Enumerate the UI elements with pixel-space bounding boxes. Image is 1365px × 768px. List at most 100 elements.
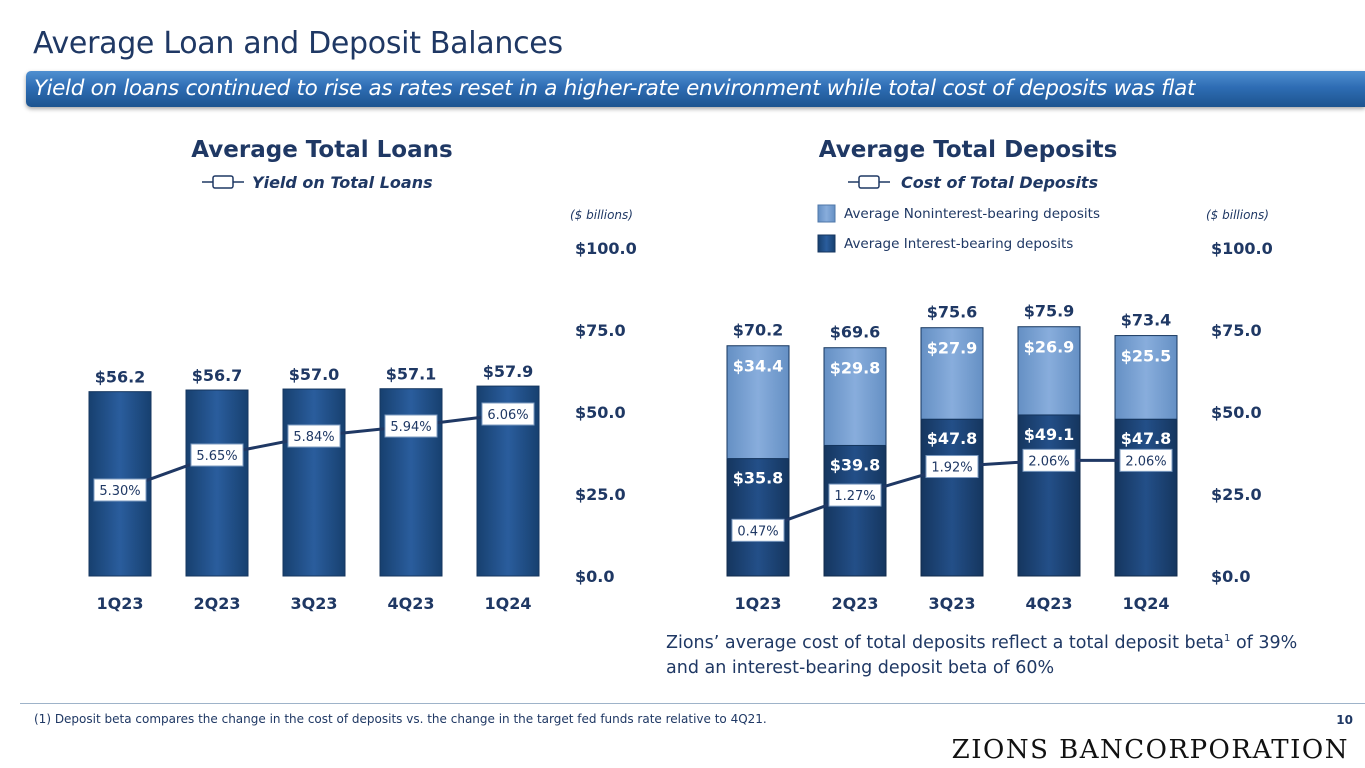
deposits-bars: $35.8 $34.4 $70.2 $39.8 $29.8 $69.6 $47.8 $27.9… [726,302,1178,577]
interest-legend-label: Average Interest-bearing deposits [844,236,1073,252]
loans-yield-label-text: 5.65% [196,449,237,464]
footer-divider [20,703,1365,704]
deposits-total-label: $75.9 [1024,302,1075,321]
loans-x-tick-label: 1Q24 [485,594,532,613]
page-number: 10 [1336,713,1353,727]
loans-yield-label: 5.30% [93,478,147,502]
loans-legend-label: Yield on Total Loans [252,173,433,192]
loans-yield-label: 5.65% [190,443,244,467]
loans-x-axis: 1Q23 2Q23 3Q23 4Q23 1Q24 [97,594,532,613]
deposits-x-tick-label: 1Q24 [1123,594,1170,613]
loans-legend-marker-icon [212,175,234,189]
deposits-cost-label-box [731,518,785,542]
loans-y-tick-label: $25.0 [575,485,626,504]
deposits-x-tick-label: 1Q23 [735,594,782,613]
deposits-interest-bar [726,458,790,577]
deposits-interest-bar [920,418,984,577]
deposits-x-tick-label: 2Q23 [832,594,879,613]
loans-yield-label-text: 6.06% [487,408,528,423]
deposits-series-legend: Average Noninterest-bearing deposits Ave… [817,204,1100,253]
deposits-y-tick-label: $75.0 [1211,321,1262,340]
loans-yield-label: 5.84% [287,424,341,448]
deposits-cost-label-box [1119,448,1173,472]
deposits-noninterest-bar [823,347,887,446]
loans-yield-label: 5.94% [384,414,438,438]
deposits-interest-value-label: $39.8 [830,455,881,474]
deposits-legend-marker-icon [858,175,880,189]
deposits-x-tick-label: 4Q23 [1026,594,1073,613]
deposits-cost-label-text: 2.06% [1125,454,1166,469]
deposits-cost-label: 1.27% [828,483,882,507]
deposits-y-tick-label: $50.0 [1211,403,1262,422]
deposits-cost-label: 2.06% [1022,448,1076,472]
deposits-chart-title: Average Total Deposits [819,137,1118,163]
loans-yield-label-box [384,414,438,438]
loans-y-tick-label: $75.0 [575,321,626,340]
deposits-noninterest-value-label: $34.4 [733,357,784,376]
subtitle-banner: Yield on loans continued to rise as rate… [26,71,1365,107]
deposits-interest-value-label: $49.1 [1024,425,1075,444]
loans-y-axis: $100.0 $75.0 $50.0 $25.0 $0.0 [575,239,637,586]
loans-bar-value-label: $57.1 [386,365,437,384]
deposits-interest-value-label: $47.8 [927,429,978,448]
note-text-part1: Zions’ average cost of total deposits re… [666,632,1225,653]
interest-legend-swatch-icon [817,234,836,253]
deposits-noninterest-bar [726,345,790,460]
deposits-interest-bar [823,444,887,577]
deposits-noninterest-value-label: $27.9 [927,339,978,358]
loans-yield-label-text: 5.94% [390,420,431,435]
deposits-cost-label-box [925,455,979,479]
note-superscript: 1 [1224,633,1231,644]
loans-chart-title: Average Total Loans [191,137,452,163]
loans-bar-value-label: $56.7 [192,366,243,385]
deposits-noninterest-bar [1114,335,1178,420]
deposits-y-tick-label: $25.0 [1211,485,1262,504]
loans-yield-label-box [287,424,341,448]
loans-yield-label-box [481,402,535,426]
note-text-part2: of 39% and an interest-bearing deposit b… [666,632,1298,678]
loans-yield-label-box [93,478,147,502]
loans-bar-value-label: $56.2 [95,368,146,387]
deposits-y-axis: $100.0 $75.0 $50.0 $25.0 $0.0 [1211,239,1273,586]
deposits-cost-label-text: 1.92% [931,461,972,476]
deposits-total-label: $73.4 [1121,311,1172,330]
deposits-x-tick-label: 3Q23 [929,594,976,613]
deposits-line-legend: Cost of Total Deposits [848,173,1098,192]
page-title: Average Loan and Deposit Balances [33,26,563,61]
deposits-cost-label: 1.92% [925,455,979,479]
deposits-interest-bar [1114,418,1178,577]
loans-yield-label: 6.06% [481,402,535,426]
deposits-interest-value-label: $47.8 [1121,429,1172,448]
loans-bar-value-label: $57.0 [289,365,340,384]
noninterest-legend-swatch-icon [817,204,836,223]
deposits-total-label: $75.6 [927,303,978,322]
deposits-cost-label-text: 2.06% [1028,454,1069,469]
loans-line-legend: Yield on Total Loans [202,173,433,192]
loans-bars: $56.2 $56.7 $57.0 $57.1 $57.9 [88,362,540,577]
deposits-cost-label: 0.47% [731,518,785,542]
loans-yield-label-box [190,443,244,467]
deposits-noninterest-value-label: $26.9 [1024,338,1075,357]
deposits-total-label: $70.2 [733,321,784,340]
loans-yield-label-text: 5.30% [99,484,140,499]
loans-y-tick-label: $100.0 [575,239,637,258]
deposits-total-label: $69.6 [830,323,881,342]
deposits-unit-label: ($ billions) [1206,208,1269,222]
loans-yield-line: 5.30% 5.65% 5.84% 5.94% 6.06% [93,402,535,502]
deposits-noninterest-bar [920,327,984,420]
loans-y-tick-label: $50.0 [575,403,626,422]
deposits-cost-label-text: 0.47% [737,524,778,539]
deposits-cost-label: 2.06% [1119,448,1173,472]
deposits-y-tick-label: $0.0 [1211,567,1250,586]
deposits-cost-line: 0.47% 1.27% 1.92% 2.06% 2.06% [731,448,1173,542]
deposits-cost-label-text: 1.27% [834,489,875,504]
loans-unit-label: ($ billions) [570,208,633,222]
deposits-cost-label-box [828,483,882,507]
deposits-x-axis: 1Q23 2Q23 3Q23 4Q23 1Q24 [735,594,1170,613]
loans-bar [185,389,249,577]
subtitle-text: Yield on loans continued to rise as rate… [34,76,1196,101]
deposits-noninterest-value-label: $25.5 [1121,347,1172,366]
loans-x-tick-label: 4Q23 [388,594,435,613]
loans-x-tick-label: 1Q23 [97,594,144,613]
